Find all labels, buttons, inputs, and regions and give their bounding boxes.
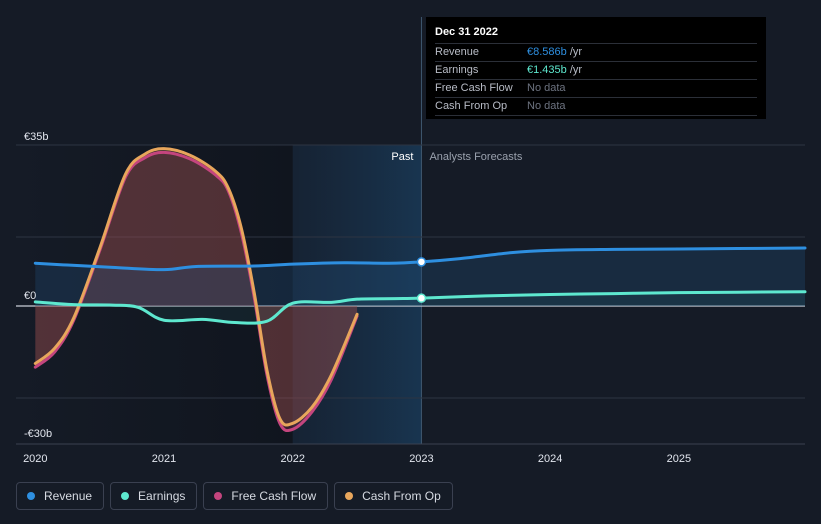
series-line-cash-from-op[interactable] — [33, 147, 359, 427]
tooltip-value-number: No data — [527, 82, 566, 94]
tooltip-value: €8.586b /yr — [527, 44, 582, 60]
tooltip-row-cash-from-op: Cash From Op No data — [435, 98, 757, 116]
series-line-revenue[interactable] — [33, 246, 807, 272]
legend-item-revenue[interactable]: Revenue — [16, 482, 105, 510]
tooltip-value-unit: /yr — [566, 46, 583, 58]
x-tick-label: 2020 — [23, 453, 47, 465]
tooltip-label: Cash From Op — [435, 100, 508, 112]
tooltip-label: Earnings — [435, 64, 479, 76]
legend-item-free-cash-flow[interactable]: Free Cash Flow — [203, 482, 329, 510]
series-area-revenue — [35, 248, 806, 306]
tooltip-value: No data — [527, 98, 566, 114]
legend-label: Free Cash Flow — [231, 489, 317, 503]
x-tick-label: 2023 — [409, 453, 433, 465]
legend-label: Revenue — [44, 489, 93, 503]
legend-dot-icon — [345, 492, 354, 500]
tooltip-label: Free Cash Flow — [435, 82, 513, 94]
legend: Revenue Earnings Free Cash Flow Cash Fro… — [16, 482, 453, 512]
y-tick-label: €0 — [24, 290, 36, 302]
tooltip-value: €1.435b /yr — [527, 62, 582, 78]
tooltip-value-number: €1.435b — [527, 64, 567, 76]
past-region — [16, 145, 293, 444]
legend-label: Cash From Op — [362, 489, 441, 503]
marker-earnings — [416, 293, 427, 303]
tooltip-label: Revenue — [435, 46, 480, 58]
x-tick-label: 2022 — [280, 453, 304, 465]
series-area-free-cash-flow — [35, 152, 358, 431]
tooltip-value: No data — [527, 80, 566, 96]
y-tick-label: €35b — [24, 131, 48, 143]
tooltip-row-earnings: Earnings €1.435b /yr — [435, 62, 757, 80]
tooltip-panel: Dec 31 2022 Revenue €8.586b /yr Earnings… — [426, 17, 766, 119]
series-area-cash-from-op — [35, 148, 358, 426]
tooltip-value-number: No data — [527, 100, 566, 112]
forecast-label: Analysts Forecasts — [429, 151, 522, 163]
y-tick-label: -€30b — [24, 428, 52, 440]
x-tick-label: 2025 — [667, 453, 691, 465]
legend-item-earnings[interactable]: Earnings — [110, 482, 198, 510]
x-tick-label: 2024 — [538, 453, 562, 465]
legend-item-cash-from-op[interactable]: Cash From Op — [334, 482, 453, 510]
legend-dot-icon — [121, 492, 130, 500]
series-area-earnings — [35, 291, 806, 324]
legend-dot-icon — [214, 492, 223, 500]
tooltip-row-free-cash-flow: Free Cash Flow No data — [435, 80, 757, 98]
tooltip-date: Dec 31 2022 — [435, 23, 757, 44]
tooltip-value-number: €8.586b — [527, 46, 567, 58]
highlight-region — [292, 145, 422, 444]
legend-dot-icon — [27, 492, 35, 500]
tooltip-value-unit: /yr — [566, 64, 583, 76]
marker-revenue — [416, 257, 427, 267]
legend-label: Earnings — [138, 489, 186, 503]
series-line-earnings[interactable] — [33, 290, 807, 325]
tooltip-row-revenue: Revenue €8.586b /yr — [435, 44, 757, 62]
x-tick-label: 2021 — [152, 453, 176, 465]
past-label: Past — [391, 151, 413, 163]
